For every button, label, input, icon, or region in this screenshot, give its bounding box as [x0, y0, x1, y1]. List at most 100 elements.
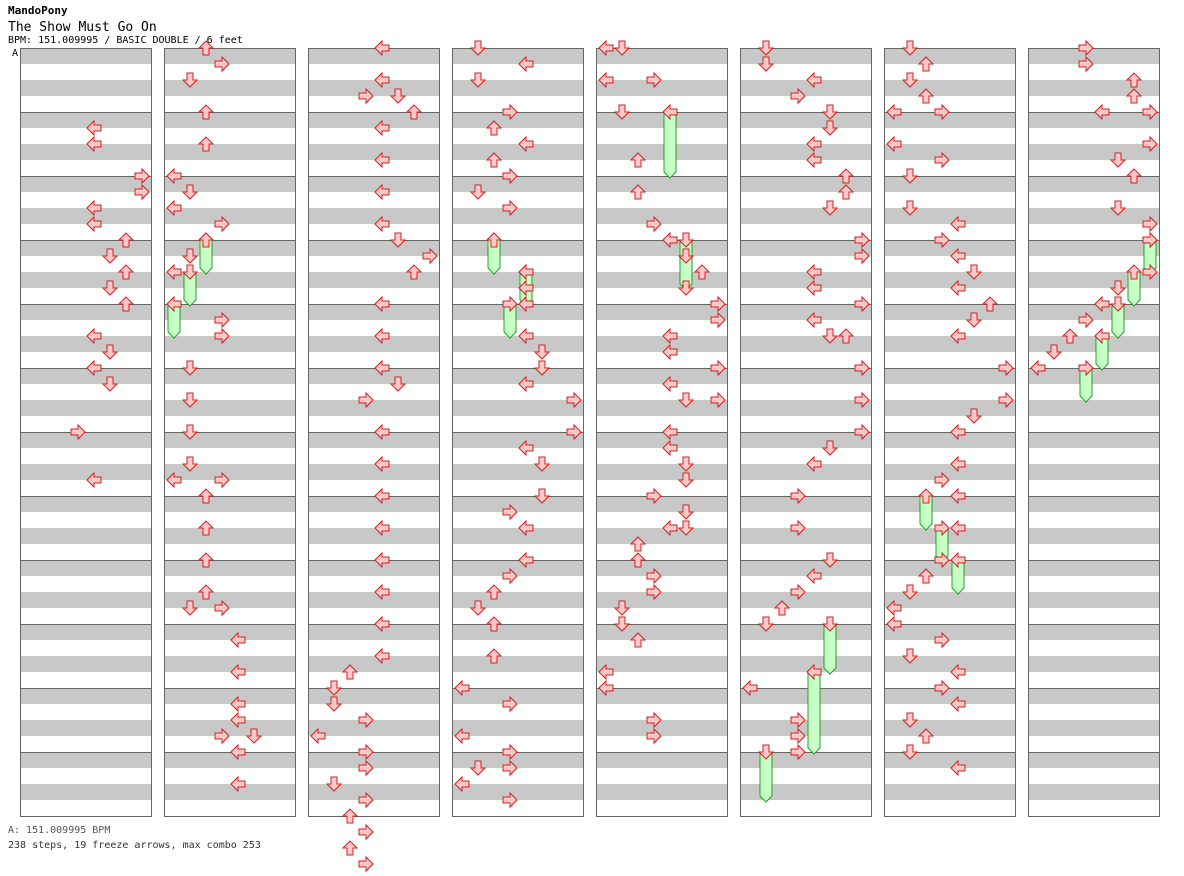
beat-stripe [164, 112, 296, 128]
freeze-arrow [502, 295, 518, 339]
step-arrow [197, 584, 215, 600]
beat-stripe [740, 784, 872, 800]
beat-stripe [308, 208, 440, 224]
freeze-arrow [1078, 359, 1094, 403]
beat-stripe [740, 80, 872, 96]
beat-stripe [452, 784, 584, 800]
beat-stripe [452, 272, 584, 288]
beat-stripe [884, 304, 1016, 320]
beat-stripe [20, 240, 152, 256]
freeze-arrows [166, 103, 1158, 803]
step-arrow [806, 455, 822, 473]
step-arrow [613, 104, 631, 120]
step-arrow [646, 487, 662, 505]
freeze-head-arrow [166, 295, 182, 313]
step-arrow [662, 439, 678, 457]
beat-stripe [1028, 48, 1160, 64]
step-arrow [374, 487, 390, 505]
step-arrow [950, 519, 966, 537]
step-arrow [358, 759, 374, 777]
beat-stripe [1028, 80, 1160, 96]
step-arrow [1109, 152, 1127, 168]
beat-stripe [740, 272, 872, 288]
step-arrow [1094, 295, 1110, 313]
column-border [1028, 48, 1160, 817]
step-arrow [629, 184, 647, 200]
beat-stripe [452, 688, 584, 704]
step-arrow [901, 648, 919, 664]
beat-stripe [308, 592, 440, 608]
beat-stripe [596, 560, 728, 576]
step-arrow [469, 184, 487, 200]
step-arrow [230, 775, 246, 793]
step-arrow [662, 375, 678, 393]
beat-stripe [596, 80, 728, 96]
beat-stripe [740, 560, 872, 576]
step-arrow [998, 391, 1014, 409]
beat-stripe [308, 368, 440, 384]
beat-stripe [1028, 592, 1160, 608]
step-arrow [389, 88, 407, 104]
beat-stripe [452, 624, 584, 640]
step-arrow [901, 584, 919, 600]
step-arrow [358, 791, 374, 809]
beat-stripe [1028, 464, 1160, 480]
beat-stripe [308, 272, 440, 288]
bpm-legend: A: 151.009995 BPM [8, 825, 111, 836]
step-arrow [166, 471, 182, 489]
step-arrow [613, 616, 631, 632]
column-border [164, 48, 296, 817]
step-arrow [934, 631, 950, 649]
beat-stripe [452, 144, 584, 160]
step-arrow [821, 200, 839, 216]
step-arrow [950, 455, 966, 473]
beat-stripe [596, 624, 728, 640]
beat-stripe [164, 272, 296, 288]
step-arrow [166, 167, 182, 185]
step-arrow [854, 391, 870, 409]
step-arrow [1125, 72, 1143, 88]
step-arrow [646, 711, 662, 729]
step-arrow [1078, 55, 1094, 73]
step-arrow [214, 311, 230, 329]
beat-stripe [740, 368, 872, 384]
step-arrow [677, 472, 695, 488]
step-arrow [405, 104, 423, 120]
beat-stripe [596, 688, 728, 704]
beat-stripe [884, 144, 1016, 160]
beat-stripe [20, 208, 152, 224]
beat-stripe [308, 432, 440, 448]
beat-stripe [164, 528, 296, 544]
step-arrow [422, 247, 438, 265]
step-arrow [965, 312, 983, 328]
beat-stripe [452, 48, 584, 64]
beat-stripe [308, 528, 440, 544]
freeze-head-arrow [934, 519, 950, 537]
beat-stripe [884, 496, 1016, 512]
freeze-head-arrow [181, 264, 199, 280]
beat-stripe [164, 336, 296, 352]
beat-stripe [1028, 304, 1160, 320]
step-arrow [86, 215, 102, 233]
step-arrow [358, 823, 374, 841]
step-arrow [166, 263, 182, 281]
freeze-arrow [166, 295, 182, 339]
step-arrow [502, 199, 518, 217]
beat-stripe [164, 432, 296, 448]
column-border [596, 48, 728, 817]
beat-stripe [740, 336, 872, 352]
beat-stripe [20, 432, 152, 448]
step-arrow [502, 103, 518, 121]
step-arrow [197, 104, 215, 120]
step-arrow [934, 679, 950, 697]
step-arrow [790, 87, 806, 105]
freeze-head-arrow [806, 663, 822, 681]
step-arrow [101, 248, 119, 264]
step-arrow [181, 360, 199, 376]
freeze-head-arrow [1078, 359, 1094, 377]
beat-stripe [740, 144, 872, 160]
beat-stripe [1028, 656, 1160, 672]
step-arrow [806, 135, 822, 153]
step-arrow [374, 359, 390, 377]
step-arrow [821, 120, 839, 136]
